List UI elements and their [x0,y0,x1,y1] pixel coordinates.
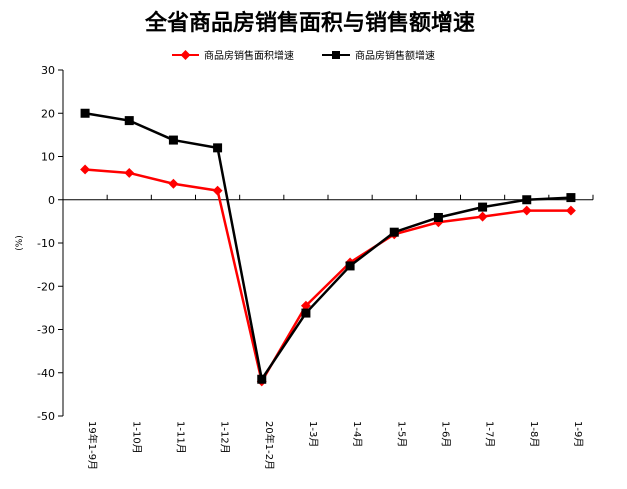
x-tick-label: 20年1-2月 [263,421,276,470]
data-point-series-1 [566,193,576,203]
y-tick-label: -40 [37,367,55,380]
y-tick-label: 10 [41,151,55,164]
y-tick-label: -20 [37,280,55,293]
data-point-series-0 [521,205,532,216]
x-tick-label: 1-11月 [174,421,186,454]
legend-label-series-0: 商品房销售面积增速 [204,49,294,62]
chart-title: 全省商品房销售面积与销售额增速 [144,10,475,36]
series-line-1 [84,112,571,381]
x-tick-label: 1-4月 [351,421,363,447]
data-point-series-1 [345,261,355,271]
data-point-series-1 [301,308,311,318]
data-point-series-0 [477,211,488,222]
legend-marker-series-1 [332,51,340,59]
x-tick-label: 1-10月 [130,421,142,454]
legend-item-series-0: 商品房销售面积增速 [172,49,294,62]
data-point-series-0 [300,300,311,311]
x-tick-label: 1-8月 [528,421,540,447]
series-line-0 [84,168,571,383]
legend: 商品房销售面积增速 商品房销售额增速 [172,49,435,62]
x-tick-label: 19年1-9月 [86,421,99,470]
x-tick-label: 1-9月 [572,421,584,447]
data-point-series-0 [565,205,576,216]
y-tick-label: 0 [48,194,55,207]
data-point-series-1 [389,227,399,237]
legend-label-series-1: 商品房销售额增速 [355,49,435,62]
y-tick-label: -50 [37,410,55,423]
y-tick-label: -30 [37,324,55,337]
x-tick-label: 1-12月 [219,421,231,454]
data-point-series-0 [124,167,135,178]
data-point-series-1 [433,212,443,222]
series-layer [80,108,576,387]
data-point-series-0 [212,185,223,196]
x-tick-label: 1-3月 [307,421,319,447]
legend-marker-series-0 [180,50,191,60]
data-point-series-1 [478,202,488,212]
axes: 30 20 10 0 -10 -20 -30 -40 -50 19年1-9月 1-10月 1-11月 1… [37,64,594,470]
data-point-series-1 [124,116,134,126]
data-point-series-1 [168,135,178,145]
y-axis-label: (%) [15,235,25,251]
data-point-series-1 [213,143,223,153]
y-tick-label: 20 [41,107,55,120]
data-point-series-1 [257,374,267,384]
data-point-series-0 [168,178,179,189]
legend-item-series-1: 商品房销售额增速 [322,49,435,62]
data-point-series-1 [522,195,532,205]
x-tick-label: 1-5月 [395,421,407,447]
x-tick-label: 1-7月 [484,421,496,447]
y-tick-label: -10 [37,237,55,250]
x-tick-label: 1-6月 [439,421,451,447]
data-point-series-1 [80,108,90,118]
data-point-series-0 [80,164,91,175]
y-tick-label: 30 [41,64,55,77]
